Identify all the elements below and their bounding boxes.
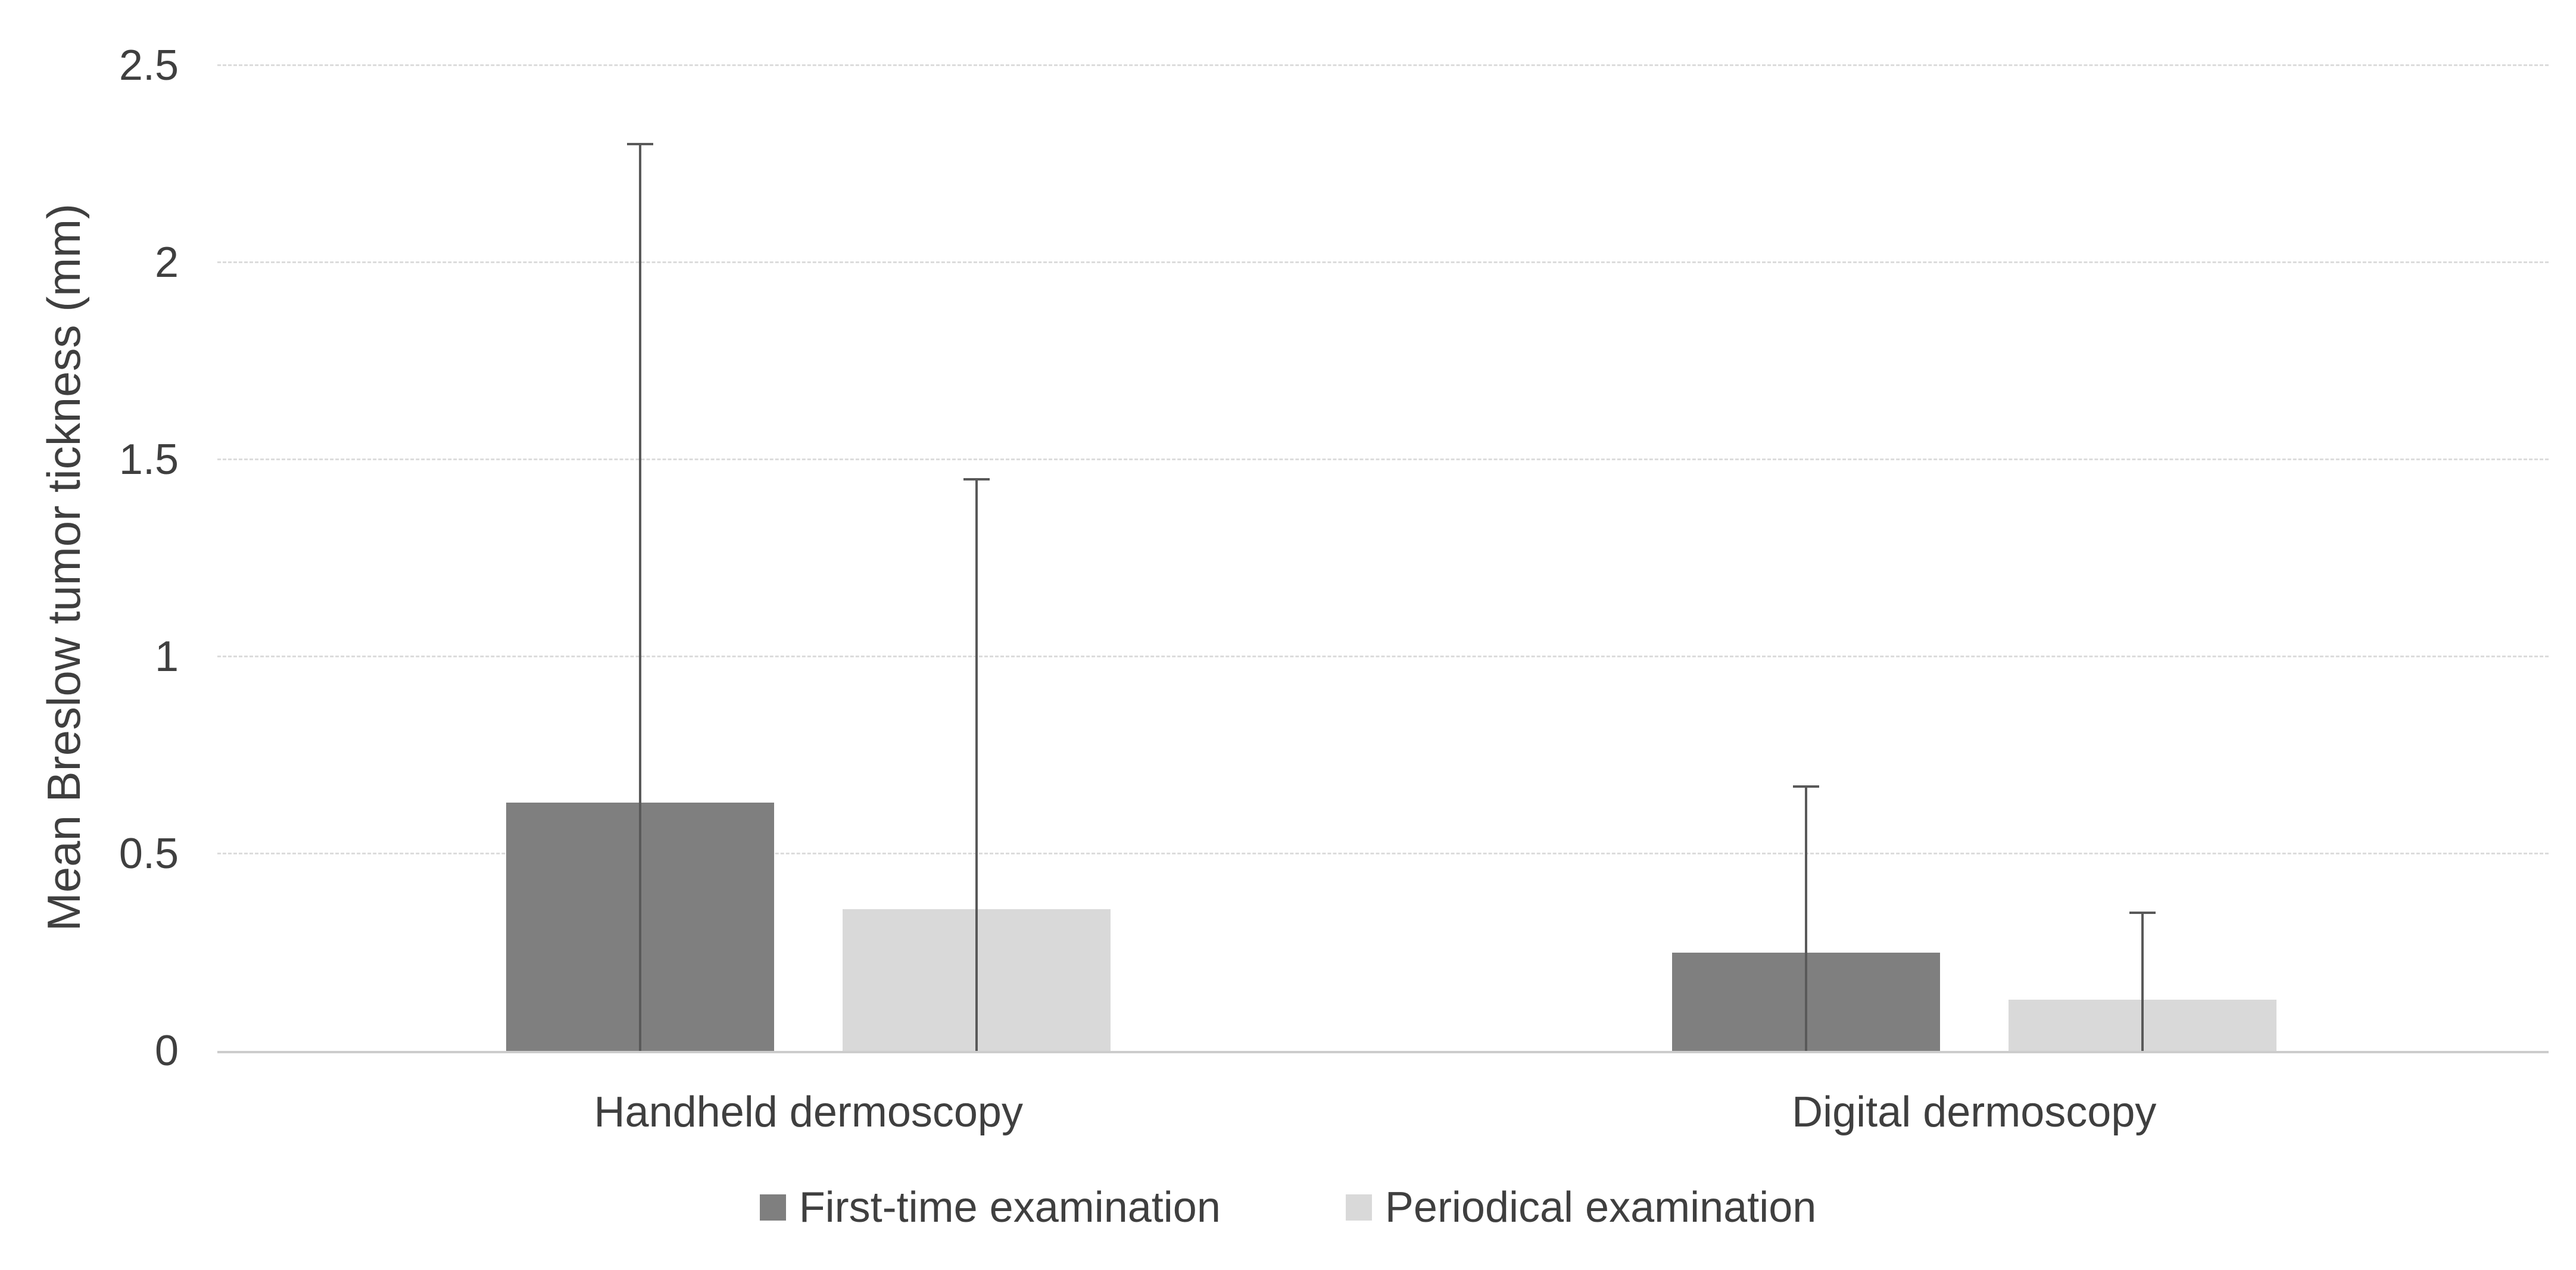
- y-tick-label-0: 0: [154, 1027, 179, 1075]
- error-bar-top-cap: [963, 478, 990, 481]
- legend-label-periodical-examination: Periodical examination: [1384, 1184, 1817, 1231]
- category-label-handheld-dermoscopy: Handheld dermoscopy: [594, 1088, 1023, 1136]
- error-bar-line: [1804, 787, 1807, 1051]
- x-axis-line: [217, 1051, 2549, 1053]
- y-tick-label-1: 1: [154, 633, 179, 681]
- error-bar-line: [975, 479, 978, 1051]
- error-bar-top-cap: [1792, 785, 1819, 788]
- error-bar-top-cap: [2129, 912, 2156, 915]
- y-tick-label-1.5: 1.5: [118, 436, 179, 483]
- legend-swatch-first-time-examination: [759, 1194, 786, 1221]
- legend-label-first-time-examination: First-time examination: [799, 1184, 1221, 1231]
- legend-swatch-periodical-examination: [1345, 1194, 1372, 1221]
- gridline-y-2: [217, 261, 2549, 263]
- gridline-y-0.5: [217, 853, 2549, 854]
- gridline-y-2.5: [217, 64, 2549, 66]
- y-tick-label-0.5: 0.5: [118, 830, 179, 878]
- gridline-y-1.5: [217, 458, 2549, 460]
- y-tick-label-2: 2: [154, 239, 179, 286]
- error-bar-line: [639, 144, 642, 1051]
- legend-item-first-time: First-time examination: [759, 1184, 1221, 1231]
- y-tick-label-2.5: 2.5: [118, 42, 179, 89]
- legend-item-periodical: Periodical examination: [1345, 1184, 1817, 1231]
- error-bar-line: [2141, 913, 2144, 1051]
- category-label-digital-dermoscopy: Digital dermoscopy: [1792, 1088, 2157, 1136]
- gridline-y-1: [217, 656, 2549, 657]
- legend: First-time examination Periodical examin…: [0, 1178, 2576, 1237]
- error-bar-top-cap: [627, 143, 654, 146]
